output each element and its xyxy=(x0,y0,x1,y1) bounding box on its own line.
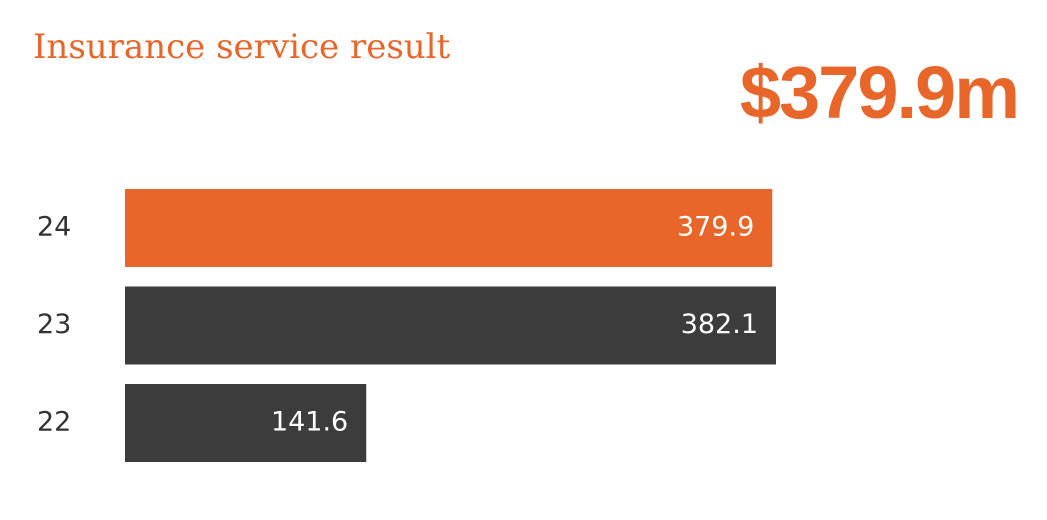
headline: $379.9m xyxy=(740,51,1018,134)
chart-title: Insurance service result xyxy=(33,27,451,67)
bar xyxy=(125,286,776,365)
bar xyxy=(125,384,367,462)
category-label: 24 xyxy=(37,212,71,243)
value-label: 382.1 xyxy=(681,309,758,340)
value-label: 379.9 xyxy=(677,212,754,243)
bar xyxy=(125,189,773,267)
value-label: 141.6 xyxy=(271,407,348,438)
category-label: 22 xyxy=(37,407,71,438)
category-label: 23 xyxy=(37,309,71,340)
